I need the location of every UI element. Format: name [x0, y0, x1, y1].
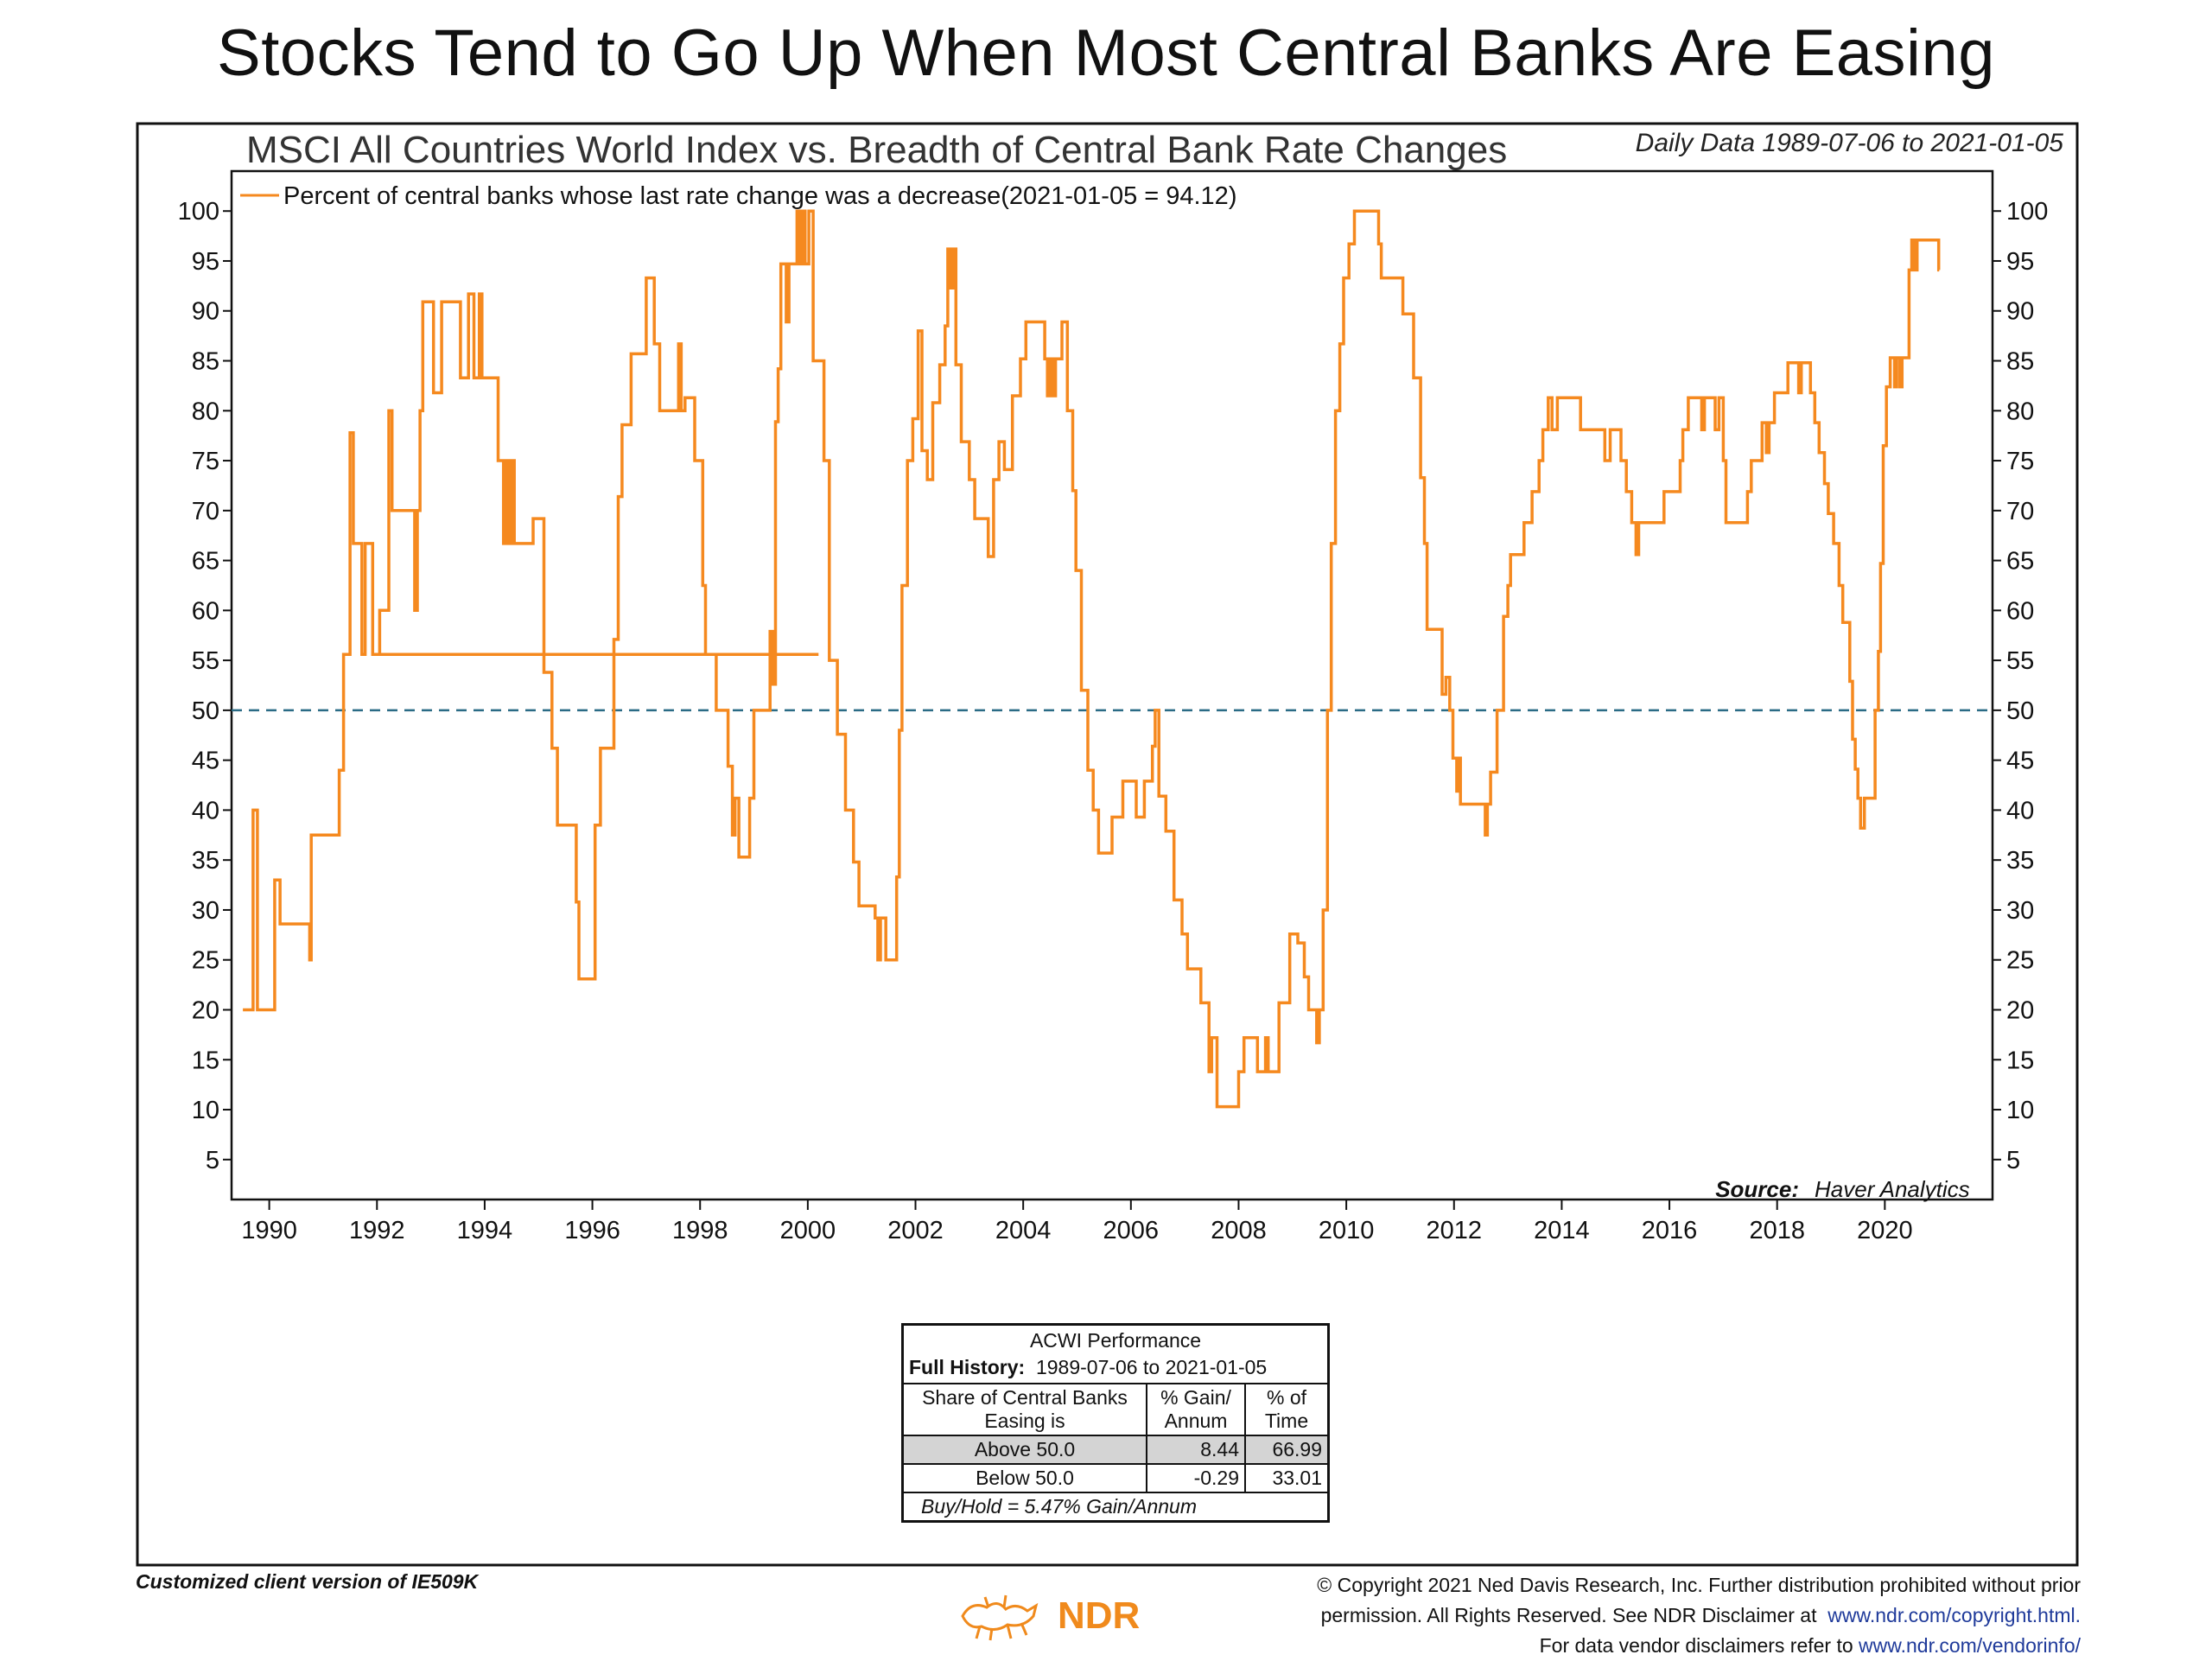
row-gain: -0.29 — [1147, 1465, 1246, 1492]
copyright-line-2: permission. All Rights Reserved. See NDR… — [1320, 1604, 2081, 1626]
chart-subtitle: MSCI All Countries World Index vs. Bread… — [246, 129, 1507, 171]
row-gain: 8.44 — [1147, 1436, 1246, 1463]
y-axis-left: 5 10 15 20 25 30 35 40 45 50 55 60 65 70 75 80 85 90 95 100 — [178, 198, 232, 1174]
ndr-logo: NDR — [954, 1590, 1140, 1642]
y-tick-label-right: 80 — [2006, 398, 2034, 425]
y-tick-label-right: 70 — [2006, 498, 2034, 525]
col3-header: % of Time — [1264, 1386, 1309, 1432]
y-tick-label-right: 50 — [2006, 697, 2034, 725]
source-value: Haver Analytics — [1815, 1176, 1970, 1202]
bull-bear-icon — [961, 1594, 1039, 1641]
table-title-row: ACWI Performance — [904, 1326, 1327, 1354]
y-tick-label-right: 55 — [2006, 647, 2034, 675]
y-tick-label: 15 — [192, 1047, 219, 1074]
y-tick-label: 20 — [192, 996, 219, 1024]
table-title: ACWI Performance — [1029, 1329, 1202, 1352]
full-history-row: Full History: 1989-07-06 to 2021-01-05 — [904, 1354, 1327, 1383]
table-footer-row: Buy/Hold = 5.47% Gain/Annum — [904, 1492, 1327, 1520]
legend-label: Percent of central banks whose last rate… — [283, 182, 1236, 210]
x-tick-label: 1990 — [241, 1217, 297, 1244]
x-tick-label: 1994 — [457, 1217, 513, 1244]
y-tick-label: 40 — [192, 797, 219, 824]
date-range-note: Daily Data 1989-07-06 to 2021-01-05 — [1636, 129, 2064, 157]
y-tick-label: 80 — [192, 398, 219, 425]
y-tick-label-right: 10 — [2006, 1097, 2034, 1124]
vendor-link[interactable]: www.ndr.com/vendorinfo/ — [1859, 1634, 2081, 1657]
performance-table: ACWI Performance Full History: 1989-07-0… — [901, 1323, 1330, 1523]
series-line — [243, 209, 1941, 1109]
row-time: 33.01 — [1272, 1467, 1322, 1489]
client-version-note: Customized client version of IE509K — [136, 1570, 479, 1593]
full-history-value: 1989-07-06 to 2021-01-05 — [1035, 1356, 1268, 1378]
full-history-label: Full History: — [909, 1356, 1026, 1378]
x-tick-label: 2002 — [887, 1217, 944, 1244]
copyright-link[interactable]: www.ndr.com/copyright.html. — [1827, 1604, 2081, 1626]
y-tick-label-right: 95 — [2006, 248, 2034, 276]
x-axis: 1990 1992 1994 1996 1998 2000 2002 2004 2006 2008… — [241, 1200, 1913, 1244]
y-tick-label: 25 — [192, 947, 219, 975]
y-tick-label: 70 — [192, 498, 219, 525]
y-tick-label-right: 40 — [2006, 797, 2034, 824]
y-tick-label: 85 — [192, 348, 219, 376]
x-tick-label: 2012 — [1427, 1217, 1483, 1244]
col2-header: % Gain/Annum — [1147, 1384, 1246, 1435]
row-label: Above 50.0 — [904, 1436, 1147, 1463]
y-tick-label: 30 — [192, 897, 219, 925]
y-tick-label-right: 90 — [2006, 298, 2034, 326]
y-axis-right: 5 10 15 20 25 30 35 40 45 50 55 60 65 70 75 80 85 90 95 100 — [1993, 198, 2048, 1174]
copyright-line-1: © Copyright 2021 Ned Davis Research, Inc… — [1317, 1574, 2081, 1596]
y-tick-label-right: 85 — [2006, 348, 2034, 376]
y-tick-label-right: 65 — [2006, 548, 2034, 576]
outer-frame — [136, 122, 2079, 1567]
x-tick-label: 1996 — [564, 1217, 620, 1244]
y-tick-label-right: 100 — [2006, 198, 2048, 226]
row-label: Below 50.0 — [904, 1465, 1147, 1492]
y-tick-label: 90 — [192, 298, 219, 326]
x-tick-label: 2000 — [780, 1217, 836, 1244]
x-tick-label: 2016 — [1642, 1217, 1698, 1244]
x-tick-label: 2014 — [1534, 1217, 1590, 1244]
y-tick-label-right: 15 — [2006, 1047, 2034, 1074]
x-tick-label: 2008 — [1211, 1217, 1267, 1244]
x-tick-label: 2006 — [1103, 1217, 1160, 1244]
x-tick-label: 1992 — [349, 1217, 405, 1244]
x-tick-label: 2018 — [1749, 1217, 1805, 1244]
x-tick-label: 1998 — [672, 1217, 728, 1244]
table-row: Below 50.0 -0.29 33.01 — [904, 1463, 1327, 1492]
y-tick-label-right: 60 — [2006, 597, 2034, 625]
y-tick-label: 95 — [192, 248, 219, 276]
y-tick-label: 75 — [192, 448, 219, 475]
y-tick-label-right: 5 — [2006, 1147, 2020, 1174]
x-tick-label: 2020 — [1857, 1217, 1913, 1244]
copyright-notice: © Copyright 2021 Ned Davis Research, Inc… — [1130, 1570, 2081, 1661]
y-tick-label-right: 25 — [2006, 947, 2034, 975]
y-tick-label-right: 20 — [2006, 996, 2034, 1024]
plot-frame — [230, 169, 1994, 1201]
y-tick-label: 55 — [192, 647, 219, 675]
y-tick-label: 5 — [206, 1147, 219, 1174]
col1-header: Share of Central Banks Easing is — [904, 1384, 1147, 1435]
ndr-logo-text: NDR — [1058, 1594, 1141, 1637]
y-tick-label: 10 — [192, 1097, 219, 1124]
table-header-row: Share of Central Banks Easing is % Gain/A… — [904, 1383, 1327, 1435]
y-tick-label: 35 — [192, 847, 219, 875]
vendor-line: For data vendor disclaimers refer to www… — [1539, 1634, 2081, 1657]
y-tick-label: 100 — [178, 198, 219, 226]
main-title: Stocks Tend to Go Up When Most Central B… — [217, 16, 1995, 90]
y-tick-label: 60 — [192, 597, 219, 625]
y-tick-label-right: 75 — [2006, 448, 2034, 475]
y-tick-label-right: 30 — [2006, 897, 2034, 925]
x-tick-label: 2010 — [1319, 1217, 1375, 1244]
table-row: Above 50.0 8.44 66.99 — [904, 1435, 1327, 1463]
y-tick-label-right: 45 — [2006, 748, 2034, 775]
y-tick-label: 65 — [192, 548, 219, 576]
x-tick-label: 2004 — [995, 1217, 1052, 1244]
y-tick-label: 45 — [192, 748, 219, 775]
source-label: Source: — [1715, 1176, 1799, 1202]
y-tick-label: 50 — [192, 697, 219, 725]
buy-hold-note: Buy/Hold = 5.47% Gain/Annum — [921, 1495, 1197, 1518]
row-time: 66.99 — [1272, 1438, 1322, 1461]
y-tick-label-right: 35 — [2006, 847, 2034, 875]
